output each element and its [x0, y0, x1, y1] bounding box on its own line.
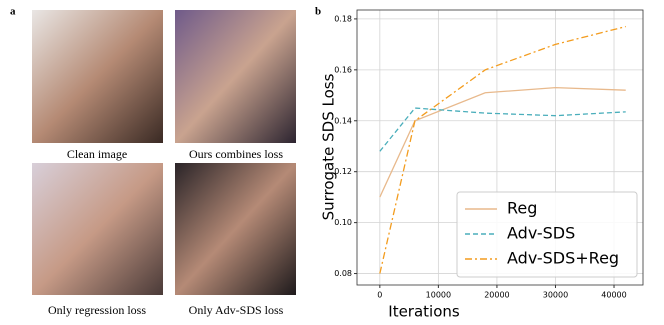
caption: Clean image [67, 147, 127, 161]
caption: Only regression loss [48, 303, 146, 317]
x-tick-label: 0 [377, 291, 382, 300]
y-tick-label: 0.12 [334, 167, 352, 176]
y-tick-label: 0.16 [334, 65, 352, 74]
image [175, 163, 296, 295]
legend-label: Reg [507, 199, 537, 218]
plot-frame [356, 9, 644, 286]
panel-label: b [315, 6, 321, 18]
caption: Ours combines loss [189, 147, 283, 161]
legend-label: Adv-SDS+Reg [507, 249, 619, 268]
y-axis-label: Surrogate SDS Loss [320, 73, 338, 220]
y-tick-label: 0.08 [334, 269, 352, 278]
series-line [379, 87, 626, 198]
x-tick-label: 20000 [484, 291, 509, 300]
x-tick-label: 40000 [601, 291, 626, 300]
y-tick-label: 0.18 [334, 14, 352, 23]
x-tick-label: 30000 [543, 291, 568, 300]
legend-box [456, 191, 638, 278]
series-line [379, 25, 626, 274]
image [32, 10, 163, 143]
y-tick-label: 0.10 [334, 218, 352, 227]
legend-label: Adv-SDS [507, 224, 575, 243]
image [175, 10, 296, 143]
x-tick-label: 10000 [426, 291, 451, 300]
x-axis-label: Iterations [388, 303, 460, 321]
y-tick-label: 0.14 [334, 116, 352, 125]
caption: Only Adv-SDS loss [189, 303, 284, 317]
series-line [379, 107, 626, 152]
panel-label: a [10, 6, 16, 18]
image [32, 163, 163, 295]
